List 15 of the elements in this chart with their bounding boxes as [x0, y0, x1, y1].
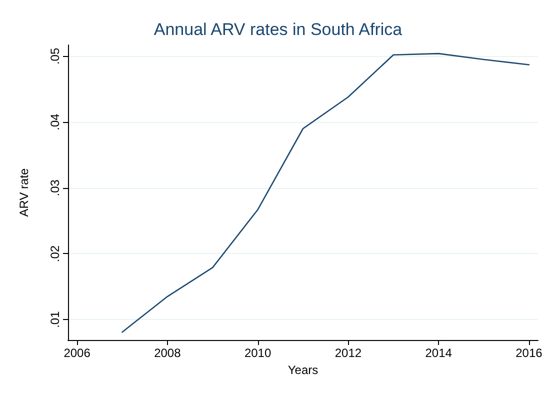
y-tick-label: .01 — [48, 310, 62, 328]
x-tick-label: 2006 — [64, 346, 91, 360]
y-tick-label: .04 — [48, 113, 62, 130]
x-tick-label: 2008 — [154, 346, 182, 360]
y-tick-label: .02 — [48, 245, 62, 262]
x-tick-label: 2012 — [334, 346, 362, 360]
y-tick-label: .03 — [48, 179, 62, 196]
x-tick-label: 2010 — [244, 346, 272, 360]
x-axis-title: Years — [288, 363, 318, 377]
y-tick-label: .05 — [48, 48, 62, 65]
chart-title: Annual ARV rates in South Africa — [154, 20, 403, 39]
x-tick-label: 2016 — [516, 346, 543, 360]
line-series — [122, 52, 530, 333]
x-tick-label: 2014 — [425, 346, 452, 360]
y-axis-title: ARV rate — [17, 168, 31, 217]
